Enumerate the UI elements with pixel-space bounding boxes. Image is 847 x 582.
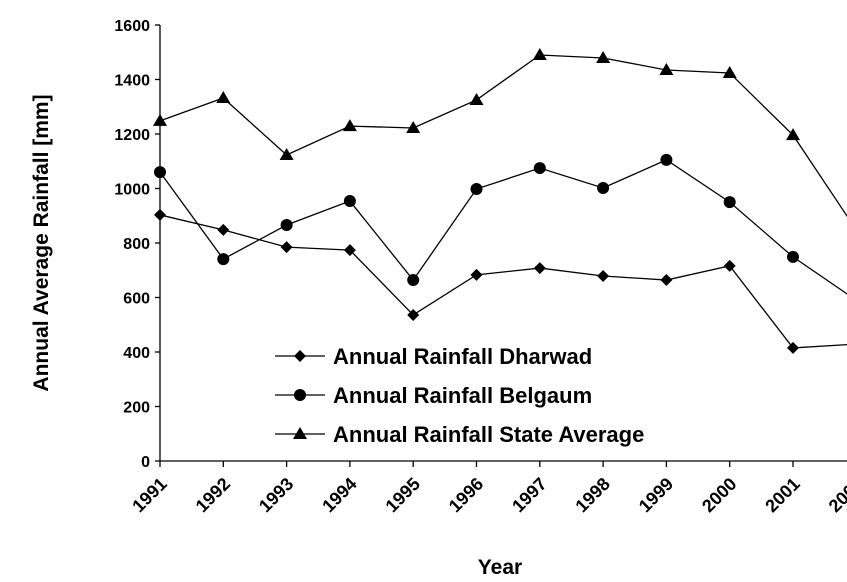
legend-marker [293,427,307,439]
series-line [159,159,847,295]
data-point [217,253,230,266]
y-tick-label: 400 [123,345,150,362]
x-tick-label: 1995 [382,474,424,516]
data-point [280,219,293,232]
y-tick-label: 1000 [114,182,150,199]
x-tick-label: 2000 [698,474,740,516]
data-point [280,241,293,254]
data-point [216,91,231,104]
data-point [407,308,420,321]
data-point [722,65,737,78]
x-axis-label: Year [478,556,522,579]
legend-label: Annual Rainfall Dharwad [333,344,592,369]
series-line [159,54,847,218]
x-tick-label: 1993 [255,474,297,516]
data-point [597,181,610,194]
data-point [660,274,673,287]
x-tick-label: 1992 [192,474,234,516]
y-tick-label: 200 [123,400,150,417]
y-tick-label: 1600 [114,18,150,35]
data-point [533,162,546,175]
y-tick-label: 1200 [114,127,150,144]
legend-label: Annual Rainfall Belgaum [333,383,592,408]
data-point [407,274,420,287]
series-line [159,214,847,349]
x-tick-label: 1991 [128,474,170,516]
x-tick-label: 1999 [635,474,677,516]
legend-label: Annual Rainfall State Average [333,422,644,447]
x-tick-label: 2002 [825,474,847,516]
data-point [787,341,799,354]
data-point [470,183,483,196]
y-tick-label: 0 [141,454,150,471]
data-point [217,223,230,236]
data-point [533,262,546,275]
data-point [597,269,610,282]
data-point [596,50,611,63]
data-point [153,113,167,126]
data-point [659,62,674,75]
x-tick-label: 1996 [445,474,487,516]
data-point [470,268,483,281]
y-tick-label: 1400 [114,73,150,90]
x-tick-label: 1997 [508,474,550,516]
data-point [154,166,166,179]
data-point [279,147,294,160]
data-point [406,121,421,134]
data-point [469,92,484,105]
x-tick-label: 1998 [571,474,613,516]
legend-marker [294,389,306,401]
data-point [786,128,800,141]
x-tick-label: 1994 [318,474,360,516]
y-tick-label: 600 [123,291,150,308]
data-point [342,119,357,132]
data-point [154,208,166,221]
data-point [723,259,736,272]
data-point [343,195,356,208]
y-tick-label: 800 [123,236,150,253]
x-tick-label: 2001 [761,474,803,516]
data-point [787,250,799,263]
data-point [660,153,673,166]
data-point [343,244,356,257]
legend-marker [294,350,306,362]
data-point [532,47,547,60]
y-axis-label: Annual Average Rainfall [mm] [30,94,53,391]
data-point [723,196,736,209]
